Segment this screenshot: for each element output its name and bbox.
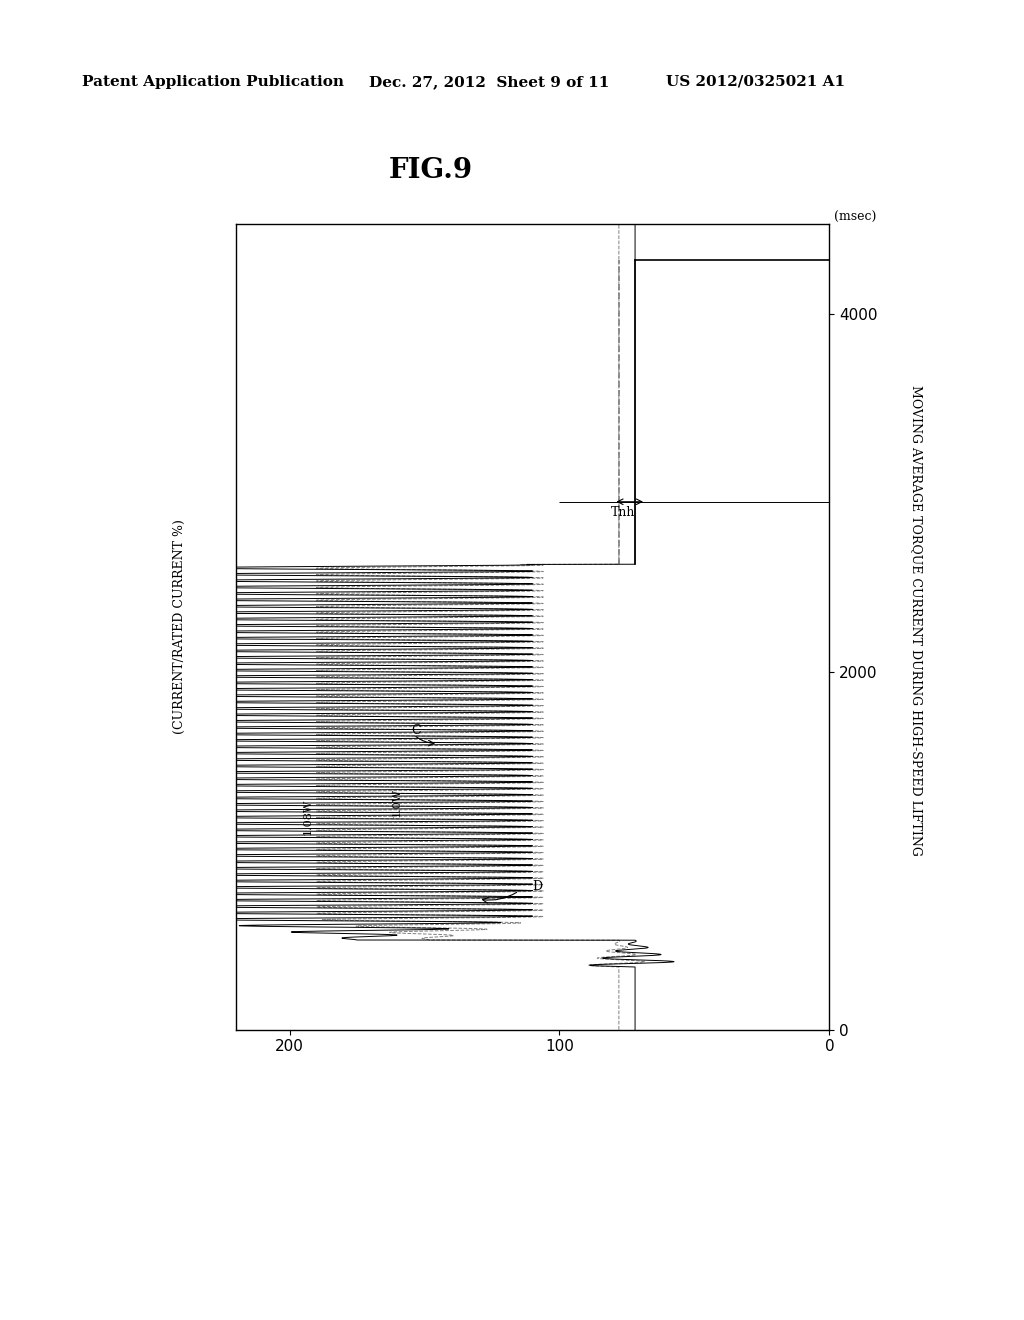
Text: C: C: [411, 725, 421, 738]
Text: MOVING AVERAGE TORQUE CURRENT DURING HIGH-SPEED LIFTING: MOVING AVERAGE TORQUE CURRENT DURING HIG…: [910, 385, 923, 855]
Text: US 2012/0325021 A1: US 2012/0325021 A1: [666, 75, 845, 88]
Text: (msec): (msec): [834, 211, 877, 224]
Text: 1.0W: 1.0W: [392, 788, 402, 817]
Text: Tnh: Tnh: [610, 506, 635, 519]
Text: D: D: [532, 880, 543, 894]
Text: Patent Application Publication: Patent Application Publication: [82, 75, 344, 88]
Text: Dec. 27, 2012  Sheet 9 of 11: Dec. 27, 2012 Sheet 9 of 11: [369, 75, 609, 88]
Text: FIG.9: FIG.9: [389, 157, 473, 185]
Text: (CURRENT/RATED CURRENT %): (CURRENT/RATED CURRENT %): [173, 520, 185, 734]
Text: 1.08W: 1.08W: [303, 799, 313, 834]
